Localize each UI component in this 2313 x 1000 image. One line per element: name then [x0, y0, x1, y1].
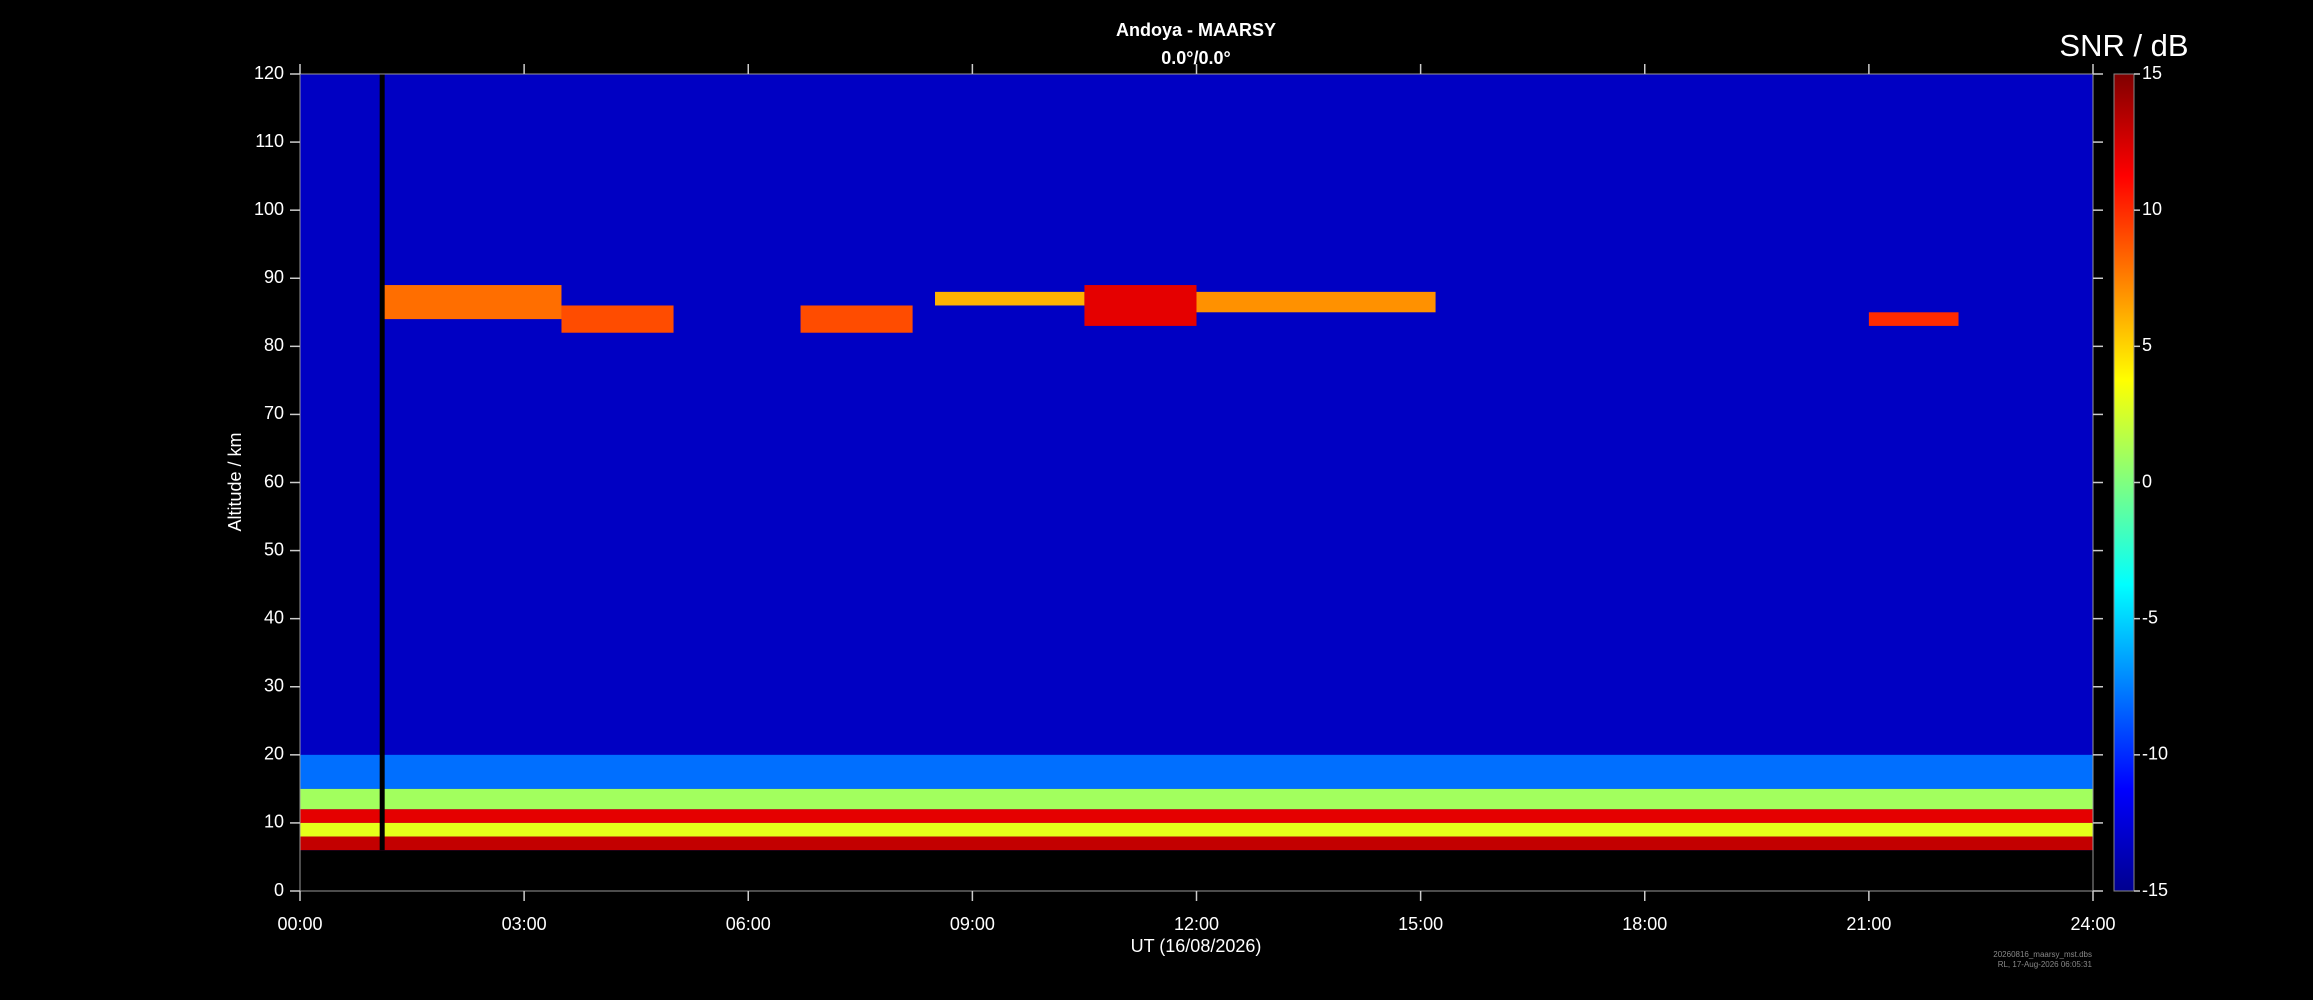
y-tick-label: 40: [264, 607, 284, 627]
snr-region: [935, 291, 1085, 306]
y-tick-label: 90: [264, 267, 284, 287]
colorbar-tick-label: 10: [2142, 199, 2162, 219]
x-tick-label: 00:00: [277, 914, 322, 934]
y-axis-label: Altitude / km: [225, 432, 245, 531]
x-tick-label: 15:00: [1398, 914, 1443, 934]
y-tick-label: 110: [255, 131, 284, 151]
file-note: 20260816_maarsy_mst.dbs: [1993, 950, 2092, 959]
colorbar-tick-label: -15: [2142, 880, 2168, 900]
snr-region: [1196, 291, 1436, 313]
snr-region: [300, 836, 2093, 851]
y-tick-label: 70: [264, 403, 284, 423]
snr-region: [800, 305, 913, 333]
x-tick-label: 21:00: [1846, 914, 1891, 934]
x-tick-label: 12:00: [1174, 914, 1219, 934]
snr-region: [561, 305, 674, 333]
chart-title: Andoya - MAARSY: [1116, 20, 1276, 40]
y-tick-label: 20: [264, 744, 284, 764]
colorbar-tick-label: 0: [2142, 471, 2152, 491]
snr-region: [300, 809, 2093, 823]
x-tick-label: 06:00: [726, 914, 771, 934]
x-tick-label: 09:00: [950, 914, 995, 934]
colorbar: [2113, 73, 2135, 892]
y-tick-label: 50: [264, 539, 284, 559]
y-tick-label: 60: [264, 471, 284, 491]
y-tick-label: 120: [254, 63, 284, 83]
colorbar-tick-label: -5: [2142, 607, 2158, 627]
snr-region: [300, 822, 2093, 837]
chart-subtitle: 0.0°/0.0°: [1161, 48, 1230, 68]
snr-region: [300, 788, 2093, 810]
snr-region: [382, 285, 562, 320]
x-tick-label: 24:00: [2070, 914, 2115, 934]
snr-region: [1084, 285, 1197, 326]
y-tick-label: 10: [264, 812, 284, 832]
x-axis-label: UT (16/08/2026): [1131, 936, 1262, 956]
y-tick-label: 0: [274, 880, 284, 900]
colorbar-tick-label: 5: [2142, 335, 2152, 355]
y-tick-label: 100: [254, 199, 284, 219]
x-tick-label: 18:00: [1622, 914, 1667, 934]
snr-region: [300, 74, 2093, 851]
snr-region: [300, 754, 2093, 789]
colorbar-tick-label: 15: [2142, 63, 2162, 83]
colorbar-tick-label: -10: [2142, 744, 2168, 764]
x-tick-label: 03:00: [502, 914, 547, 934]
snr-region: [1868, 312, 1959, 326]
y-tick-label: 30: [264, 676, 284, 696]
y-tick-label: 80: [264, 335, 284, 355]
time-note: RL, 17-Aug-2026 06:05:31: [1998, 960, 2093, 969]
colorbar-label: SNR / dB: [2059, 28, 2188, 63]
